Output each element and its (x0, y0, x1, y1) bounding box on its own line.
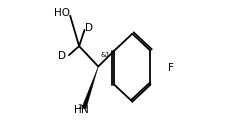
Text: D: D (57, 51, 65, 61)
Text: H: H (74, 105, 81, 115)
Text: F: F (167, 63, 173, 73)
Text: N: N (80, 105, 88, 115)
Text: &1: &1 (100, 52, 109, 58)
Text: D: D (85, 23, 93, 33)
Text: HO: HO (54, 8, 69, 18)
Polygon shape (82, 66, 98, 109)
Text: 2: 2 (77, 104, 82, 110)
